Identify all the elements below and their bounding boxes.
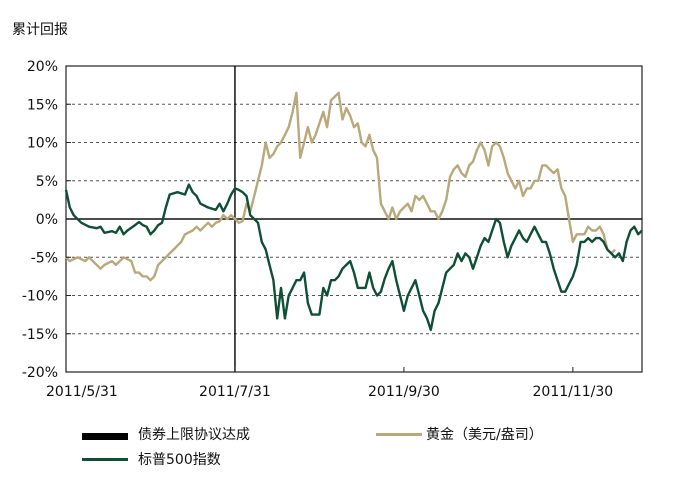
legend: 债券上限协议达成 黄金（美元/盎司） 标普500指数 <box>82 426 543 468</box>
axes <box>65 65 643 373</box>
y-tick-label: -15% <box>22 327 58 343</box>
y-tick-label: 15% <box>27 97 58 113</box>
x-tick-label: 2011/11/30 <box>533 384 614 400</box>
legend-swatch-bond-deal <box>82 433 128 440</box>
series-line-gold <box>65 91 616 282</box>
x-tick-label: 2011/7/31 <box>199 384 271 400</box>
series-layer <box>64 91 643 332</box>
x-tick-label: 2011/5/31 <box>46 384 118 400</box>
legend-label-bond-deal: 债券上限协议达成 <box>138 427 250 443</box>
y-tick-label: 0% <box>36 212 58 228</box>
y-tick-label: 20% <box>27 59 58 75</box>
legend-swatch-gold <box>376 433 422 436</box>
legend-label-sp500: 标普500指数 <box>138 452 221 468</box>
legend-label-gold: 黄金（美元/盎司） <box>426 426 543 443</box>
ticks: 20% 15% 10% 5% 0% -5% -10% -15% -20% 2011/5/31 201… <box>22 59 613 400</box>
y-tick-label: 10% <box>27 136 58 152</box>
series-line-sp500 <box>64 183 643 332</box>
grid <box>66 65 642 373</box>
y-tick-label: 5% <box>36 174 58 190</box>
legend-swatch-sp500 <box>82 458 128 461</box>
y-axis-label: 累计回报 <box>12 22 68 38</box>
y-tick-label: -20% <box>22 365 58 381</box>
y-tick-label: -10% <box>22 289 58 305</box>
x-tick-label: 2011/9/30 <box>368 384 440 400</box>
y-tick-label: -5% <box>31 250 58 266</box>
